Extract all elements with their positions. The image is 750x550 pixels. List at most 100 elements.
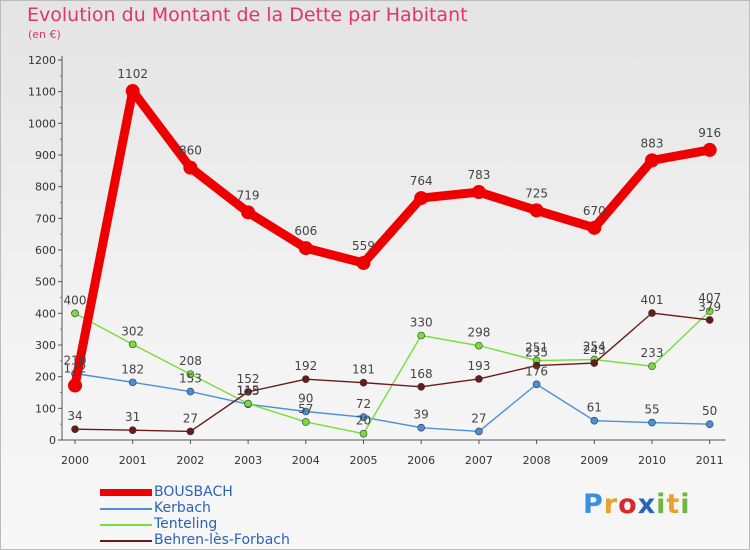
data-point (529, 203, 544, 218)
y-tick-label: 800 (35, 181, 56, 194)
data-label: 193 (467, 359, 490, 373)
data-label: 115 (237, 384, 260, 398)
data-point (417, 331, 426, 340)
data-point (414, 191, 429, 206)
data-point (532, 361, 541, 370)
data-label: 152 (237, 372, 260, 386)
y-tick-label: 1200 (28, 54, 56, 67)
data-label: 153 (179, 372, 202, 386)
data-label: 192 (294, 359, 317, 373)
data-point (590, 416, 599, 425)
data-label: 61 (587, 401, 602, 415)
data-label: 90 (298, 392, 313, 406)
x-tick-label: 2007 (465, 454, 493, 467)
data-point (359, 413, 368, 422)
y-tick-label: 0 (49, 434, 56, 447)
data-point (71, 309, 79, 318)
data-label: 330 (410, 316, 433, 330)
data-label: 916 (698, 126, 721, 140)
data-label: 233 (641, 346, 664, 360)
y-tick-label: 400 (35, 307, 56, 320)
x-tick-label: 2009 (580, 454, 608, 467)
data-label: 302 (121, 324, 144, 338)
data-point (244, 388, 252, 396)
chart-title: Evolution du Montant de la Dette par Hab… (27, 4, 468, 26)
data-point (475, 341, 483, 350)
data-point (125, 84, 140, 99)
y-tick-label: 1100 (28, 86, 56, 99)
x-tick-label: 2003 (234, 454, 262, 467)
data-label: 764 (410, 174, 433, 188)
data-label: 50 (702, 404, 717, 418)
legend-swatch-tenteling (100, 524, 152, 526)
y-tick-label: 100 (35, 402, 56, 415)
data-point (532, 380, 541, 389)
data-point (475, 375, 483, 383)
legend-label-kerbach: Kerbach (154, 500, 211, 516)
data-label: 235 (525, 346, 548, 360)
data-point (298, 241, 313, 256)
data-point (645, 153, 659, 168)
chart-subtitle: (en €) (28, 28, 61, 41)
data-point (186, 370, 195, 378)
data-point (587, 220, 602, 235)
data-point (475, 427, 483, 436)
data-label: 172 (64, 362, 87, 376)
y-tick-label: 900 (35, 149, 56, 162)
data-point (705, 316, 714, 324)
data-point (471, 185, 486, 200)
data-label: 243 (583, 343, 606, 357)
data-point (301, 418, 310, 426)
data-point (590, 359, 599, 367)
y-tick-label: 600 (35, 244, 56, 257)
data-label: 39 (414, 408, 429, 422)
data-label: 783 (467, 168, 490, 182)
series-line-behren-l-s-forbach (74, 312, 711, 433)
data-point (359, 378, 368, 387)
legend-label-behren: Behren-lès-Forbach (154, 532, 290, 548)
data-label: 719 (237, 188, 260, 202)
legend-swatch-behren (100, 540, 152, 542)
data-point (417, 382, 426, 391)
data-label: 113 (237, 384, 260, 398)
data-label: 27 (471, 411, 486, 425)
y-tick-label: 200 (35, 371, 56, 384)
series-line-kerbach (74, 372, 711, 433)
y-tick-label: 300 (35, 339, 56, 352)
data-label: 860 (179, 144, 202, 158)
data-label: 1102 (117, 67, 148, 81)
data-point (648, 418, 656, 427)
data-label: 20 (356, 414, 371, 428)
data-label: 208 (179, 354, 202, 368)
data-label: 27 (183, 411, 198, 425)
x-tick-label: 2006 (407, 454, 435, 467)
data-point (417, 423, 426, 432)
data-label: 55 (644, 403, 659, 417)
data-point (301, 407, 310, 416)
series-line-bousbach (70, 86, 715, 391)
data-point (241, 205, 256, 220)
data-point (359, 429, 368, 438)
data-label: 182 (121, 362, 144, 376)
data-label: 407 (698, 291, 721, 305)
y-tick-label: 700 (35, 212, 56, 225)
data-label: 72 (356, 397, 371, 411)
x-tick-label: 2004 (292, 454, 320, 467)
data-point (702, 142, 717, 157)
data-label: 725 (525, 186, 548, 200)
y-tick-label: 1000 (28, 117, 56, 130)
data-point (68, 378, 82, 393)
data-label: 31 (125, 410, 140, 424)
data-point (244, 399, 252, 408)
data-label: 181 (352, 363, 375, 377)
legend-label-bousbach: BOUSBACH (154, 484, 233, 500)
data-label: 168 (410, 367, 433, 381)
data-point (705, 307, 714, 315)
data-label: 34 (67, 409, 82, 423)
x-tick-label: 2005 (350, 454, 378, 467)
legend-swatch-bousbach (100, 489, 152, 496)
y-tick-label: 500 (35, 276, 56, 289)
data-point (705, 420, 714, 428)
data-label: 176 (525, 364, 548, 378)
